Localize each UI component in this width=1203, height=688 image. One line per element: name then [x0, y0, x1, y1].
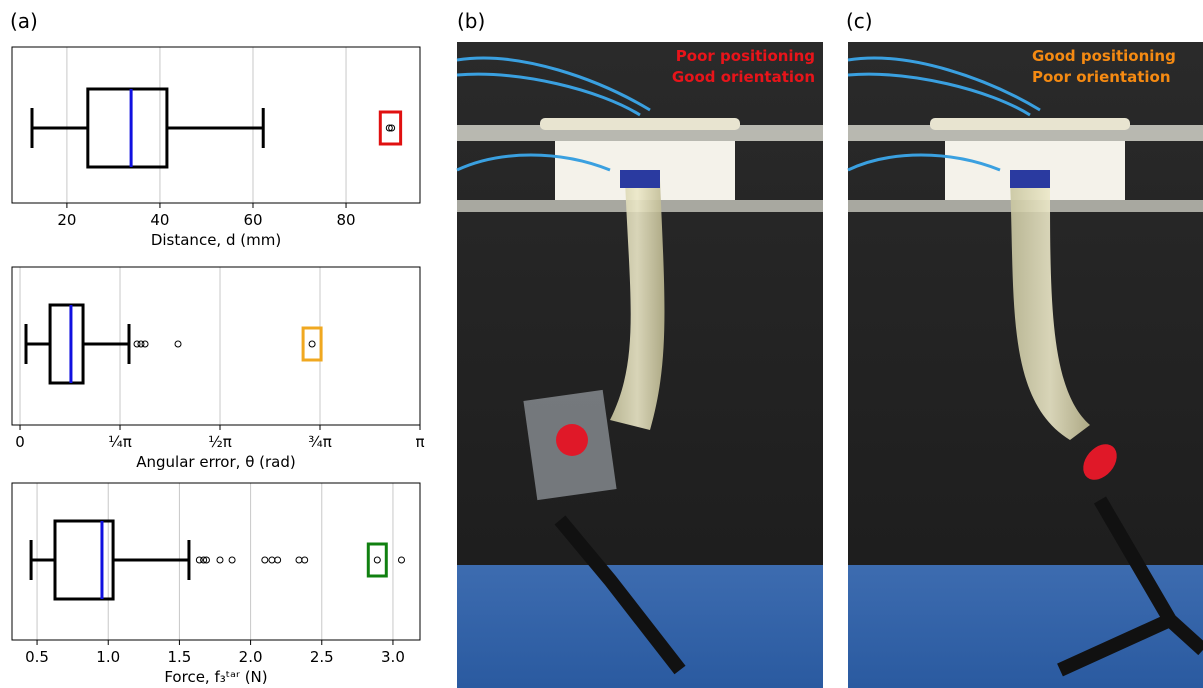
outlier [142, 341, 148, 347]
highlight-box [303, 328, 321, 360]
panel-label: (c) [846, 9, 873, 33]
highlight-box [368, 544, 386, 576]
figure: (a) (b) (c) Poor positioning Good orient… [0, 0, 1203, 688]
x-tick-label: ¾π [308, 433, 332, 451]
outlier [296, 557, 302, 563]
outlier [262, 557, 268, 563]
x-tick-label: 40 [150, 211, 169, 229]
x-tick-label: 80 [336, 211, 355, 229]
x-tick-label: 20 [57, 211, 76, 229]
outlier [269, 557, 275, 563]
x-tick-label: 2.0 [239, 648, 263, 666]
x-tick-label: ¼π [108, 433, 132, 451]
x-tick-label: 2.5 [310, 648, 334, 666]
overlay-text: Poor positioning [676, 47, 815, 65]
axes-frame [12, 483, 420, 640]
overlay-text: Good positioning [1032, 47, 1176, 65]
x-tick-label: 0.5 [25, 648, 49, 666]
box [55, 521, 113, 599]
overlay-text: Good orientation [672, 68, 815, 86]
figure-svg: (a) (b) (c) Poor positioning Good orient… [0, 0, 1203, 688]
x-tick-label: ½π [208, 433, 232, 451]
box [88, 89, 167, 167]
panel-label: (b) [457, 9, 485, 33]
x-tick-label: 0 [15, 433, 25, 451]
x-axis-label: Angular error, θ (rad) [136, 453, 295, 471]
overlay-text: Poor orientation [1032, 68, 1171, 86]
outlier [217, 557, 223, 563]
x-axis-label: Distance, d (mm) [151, 231, 281, 249]
outlier [309, 341, 315, 347]
x-tick-label: 60 [243, 211, 262, 229]
panel-label: (a) [10, 9, 38, 33]
outlier [229, 557, 235, 563]
x-tick-label: 1.5 [167, 648, 191, 666]
photo-b: Poor positioning Good orientation [457, 42, 823, 688]
photo-c: Good positioning Poor orientation [848, 42, 1203, 688]
outlier [275, 557, 281, 563]
x-axis-label: Force, f₃ᵗᵃʳ (N) [164, 668, 267, 686]
outlier [374, 557, 380, 563]
box [50, 305, 83, 383]
x-tick-label: 3.0 [381, 648, 405, 666]
highlight-box [380, 112, 400, 144]
x-tick-label: π [415, 433, 424, 451]
outlier [302, 557, 308, 563]
axes-frame [12, 267, 420, 425]
outlier [175, 341, 181, 347]
x-tick-label: 1.0 [96, 648, 120, 666]
axes-frame [12, 47, 420, 203]
outlier [398, 557, 404, 563]
